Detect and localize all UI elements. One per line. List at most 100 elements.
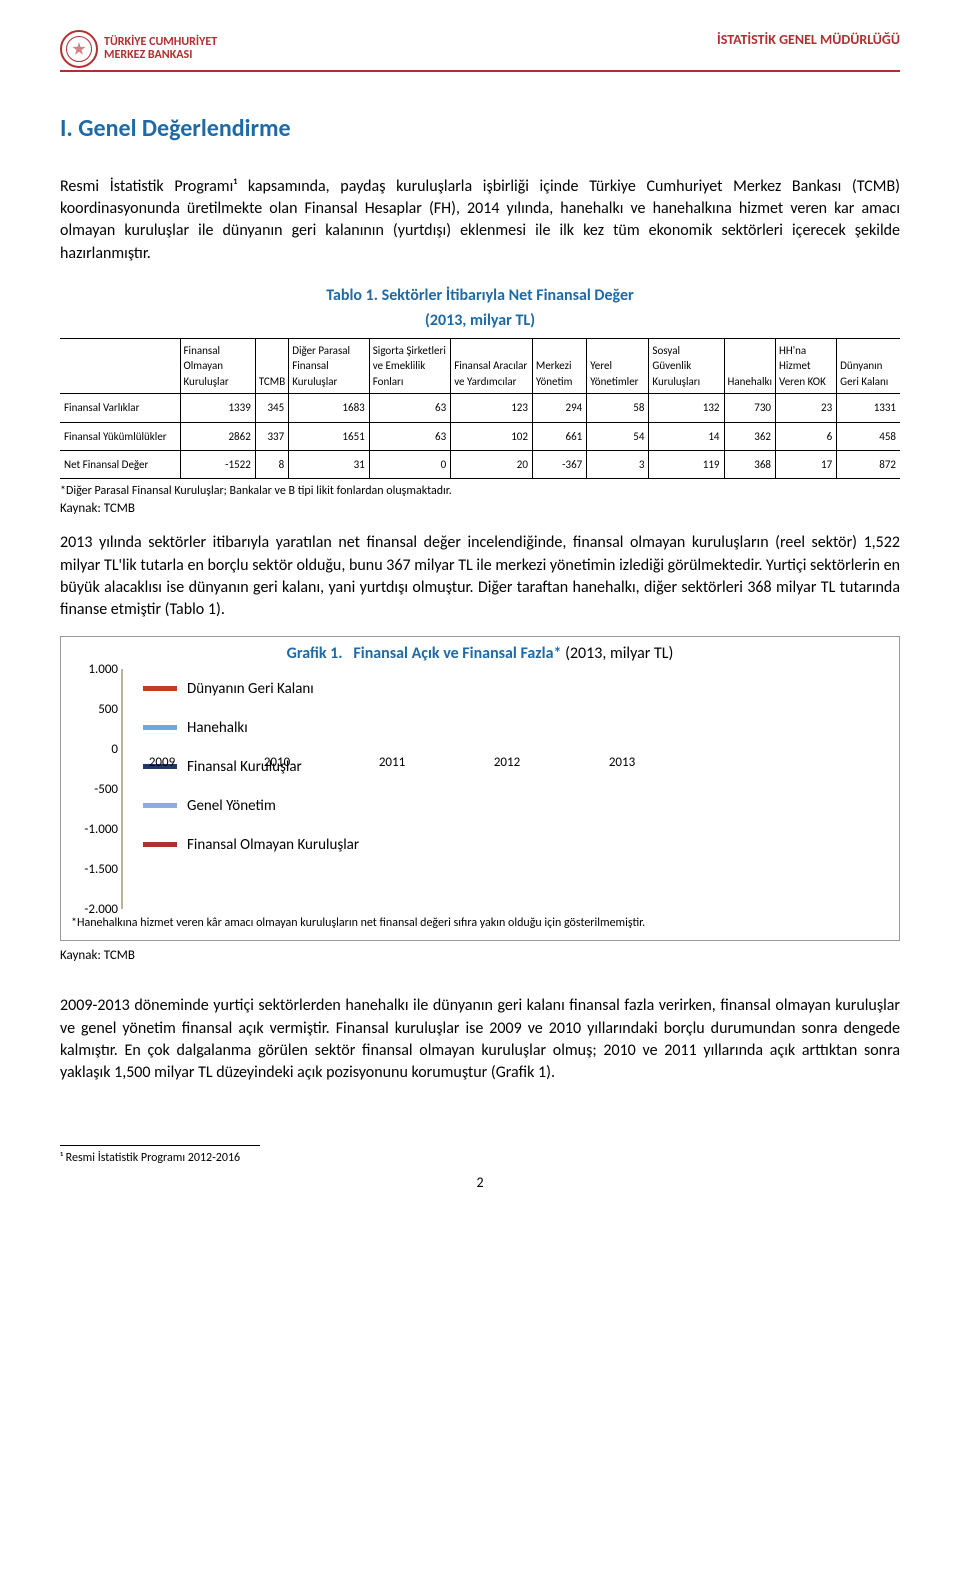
table-cell: Finansal Yükümlülükler (60, 422, 180, 450)
chart-box: Grafik 1. Finansal Açık ve Finansal Fazl… (60, 636, 900, 941)
table-cell: 123 (451, 394, 533, 422)
header: TÜRKİYE CUMHURİYET MERKEZ BANKASI İSTATİ… (60, 30, 900, 72)
table-cell: 31 (289, 450, 370, 478)
logo-text: TÜRKİYE CUMHURİYET MERKEZ BANKASI (104, 36, 217, 62)
table-cell: Net Finansal Değer (60, 450, 180, 478)
paragraph-3: 2009-2013 döneminde yurtiçi sektörlerden… (60, 995, 900, 1085)
legend-swatch-icon (143, 725, 177, 730)
legend-label: Finansal Olmayan Kuruluşlar (187, 835, 359, 856)
paragraph-1: Resmi İstatistik Programı¹ kapsamında, p… (60, 176, 900, 266)
chart-title-main: Finansal Açık ve Finansal Fazla* (353, 644, 561, 663)
table-cell: 1651 (289, 422, 370, 450)
table-cell: 337 (255, 422, 288, 450)
chart-legend: Dünyanın Geri KalanıHanehalkıFinansal Ku… (143, 669, 889, 909)
y-axis-tick: -1.000 (74, 821, 118, 839)
table-cell: 8 (255, 450, 288, 478)
table-cell: 63 (369, 394, 450, 422)
y-axis-tick: 500 (74, 701, 118, 719)
y-axis-tick: 1.000 (74, 661, 118, 679)
x-axis-tick: 2010 (264, 754, 290, 772)
legend-label: Genel Yönetim (187, 796, 276, 817)
table-subtitle: (2013, milyar TL) (60, 310, 900, 332)
table-header-cell: Hanehalkı (724, 338, 775, 393)
table-source: Kaynak: TCMB (60, 500, 900, 518)
chart-note: *Hanehalkına hizmet veren kâr amacı olma… (71, 915, 889, 932)
logo-icon (60, 30, 98, 68)
table-cell: 14 (649, 422, 724, 450)
table-cell: 102 (451, 422, 533, 450)
table-cell: 17 (776, 450, 837, 478)
page-title: I. Genel Değerlendirme (60, 112, 900, 146)
legend-label: Hanehalkı (187, 718, 248, 739)
y-axis-tick: -2.000 (74, 901, 118, 919)
table-row: Finansal Yükümlülükler286233716516310266… (60, 422, 900, 450)
table-header-cell: Yerel Yönetimler (587, 338, 649, 393)
table-cell: 362 (724, 422, 775, 450)
chart-title-suffix: (2013, milyar TL) (565, 644, 673, 663)
table-cell: 0 (369, 450, 450, 478)
table-cell: -1522 (180, 450, 255, 478)
table-cell: 1331 (837, 394, 900, 422)
data-table: Finansal Olmayan KuruluşlarTCMBDiğer Par… (60, 338, 900, 479)
legend-item: Hanehalkı (143, 718, 889, 739)
table-header-cell: Finansal Olmayan Kuruluşlar (180, 338, 255, 393)
table-cell: 58 (587, 394, 649, 422)
table-cell: 119 (649, 450, 724, 478)
chart-title: Grafik 1. Finansal Açık ve Finansal Fazl… (71, 643, 889, 665)
chart-title-prefix: Grafik 1. (287, 644, 343, 663)
table-note: *Diğer Parasal Finansal Kuruluşlar; Bank… (60, 483, 900, 500)
table-cell: 23 (776, 394, 837, 422)
table-row: Net Finansal Değer-1522831020-3673119368… (60, 450, 900, 478)
table-cell: 1683 (289, 394, 370, 422)
table-cell: 20 (451, 450, 533, 478)
table-cell: 1339 (180, 394, 255, 422)
table-row: Finansal Varlıklar1339345168363123294581… (60, 394, 900, 422)
x-axis-tick: 2013 (609, 754, 635, 772)
logo-block: TÜRKİYE CUMHURİYET MERKEZ BANKASI (60, 30, 217, 68)
footnote-separator (60, 1145, 260, 1146)
table-header-cell: Sosyal Güvenlik Kuruluşları (649, 338, 724, 393)
table-cell: Finansal Varlıklar (60, 394, 180, 422)
table-cell: 63 (369, 422, 450, 450)
x-axis-tick: 2009 (149, 754, 175, 772)
table-header-cell (60, 338, 180, 393)
x-axis-tick: 2012 (494, 754, 520, 772)
paragraph-2: 2013 yılında sektörler itibarıyla yaratı… (60, 532, 900, 622)
table-cell: 345 (255, 394, 288, 422)
table-header-cell: TCMB (255, 338, 288, 393)
legend-swatch-icon (143, 842, 177, 847)
table-header-cell: Merkezi Yönetim (532, 338, 586, 393)
legend-item: Genel Yönetim (143, 796, 889, 817)
table-header-cell: Diğer Parasal Finansal Kuruluşlar (289, 338, 370, 393)
table-header-cell: Finansal Aracılar ve Yardımcılar (451, 338, 533, 393)
table-cell: 294 (532, 394, 586, 422)
table-header-cell: HH'na Hizmet Veren KOK (776, 338, 837, 393)
legend-label: Dünyanın Geri Kalanı (187, 679, 314, 700)
chart-source: Kaynak: TCMB (60, 947, 900, 965)
table-cell: -367 (532, 450, 586, 478)
table-cell: 368 (724, 450, 775, 478)
legend-swatch-icon (143, 803, 177, 808)
page-number: 2 (60, 1173, 900, 1193)
logo-line2: MERKEZ BANKASI (104, 49, 217, 62)
table-cell: 3 (587, 450, 649, 478)
x-axis-tick: 2011 (379, 754, 405, 772)
footnote: ¹ Resmi İstatistik Programı 2012-2016 (60, 1150, 900, 1167)
table-title: Tablo 1. Sektörler İtibarıyla Net Finans… (60, 285, 900, 307)
chart-plot: 1.0005000-500-1.000-1.500-2.000200920102… (121, 669, 123, 909)
table-cell: 54 (587, 422, 649, 450)
table-cell: 6 (776, 422, 837, 450)
legend-swatch-icon (143, 686, 177, 691)
table-cell: 132 (649, 394, 724, 422)
table-cell: 458 (837, 422, 900, 450)
y-axis-tick: -1.500 (74, 861, 118, 879)
table-cell: 661 (532, 422, 586, 450)
y-axis-tick: 0 (74, 741, 118, 759)
table-cell: 872 (837, 450, 900, 478)
legend-item: Finansal Olmayan Kuruluşlar (143, 835, 889, 856)
table-header-cell: Sigorta Şirketleri ve Emeklilik Fonları (369, 338, 450, 393)
table-cell: 2862 (180, 422, 255, 450)
legend-item: Dünyanın Geri Kalanı (143, 679, 889, 700)
table-header-cell: Dünyanın Geri Kalanı (837, 338, 900, 393)
table-cell: 730 (724, 394, 775, 422)
